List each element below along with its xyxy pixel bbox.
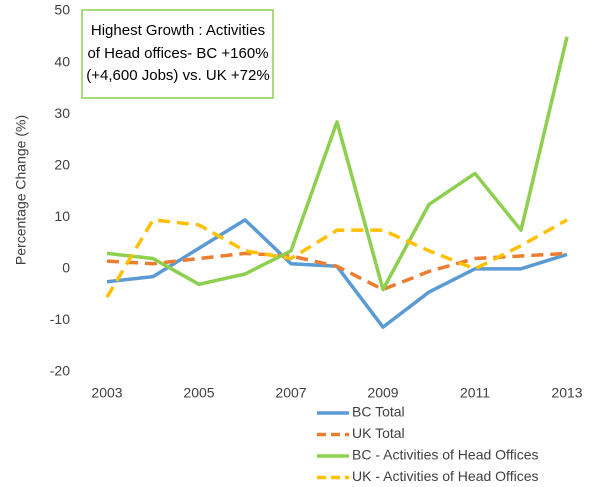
y-axis-title: Percentage Change (%): [13, 115, 29, 265]
y-tick-label: -10: [50, 311, 70, 327]
x-tick-label: 2011: [460, 385, 490, 401]
annotation: Highest Growth : Activities: [91, 22, 265, 39]
y-tick-label: -20: [50, 363, 70, 379]
legend-label: UK - Activities of Head Offices: [352, 468, 538, 484]
y-tick-label: 50: [54, 2, 70, 18]
legend-label: BC Total: [352, 404, 405, 420]
x-tick-label: 2013: [551, 385, 582, 401]
series-line: [106, 36, 569, 292]
x-tick-label: 2007: [275, 385, 306, 401]
series-line: [105, 218, 568, 299]
legend-label: BC - Activities of Head Offices: [352, 447, 538, 463]
x-tick-label: 2005: [183, 385, 214, 401]
y-tick-label: 40: [54, 53, 70, 69]
annotation: of Head offices- BC +160%: [87, 45, 268, 62]
y-tick-label: 10: [54, 208, 70, 224]
y-tick-label: 20: [54, 156, 70, 172]
annotation: (+4,600 Jobs) vs. UK +72%: [86, 67, 269, 84]
legend-label: UK Total: [352, 425, 405, 441]
y-tick-label: 30: [54, 105, 70, 121]
series-line: [106, 218, 568, 329]
annotation-box: [81, 9, 274, 99]
y-tick-label: 0: [62, 260, 70, 276]
x-tick-label: 2003: [91, 385, 122, 401]
x-tick-label: 2009: [367, 385, 398, 401]
series-line: [106, 251, 568, 292]
